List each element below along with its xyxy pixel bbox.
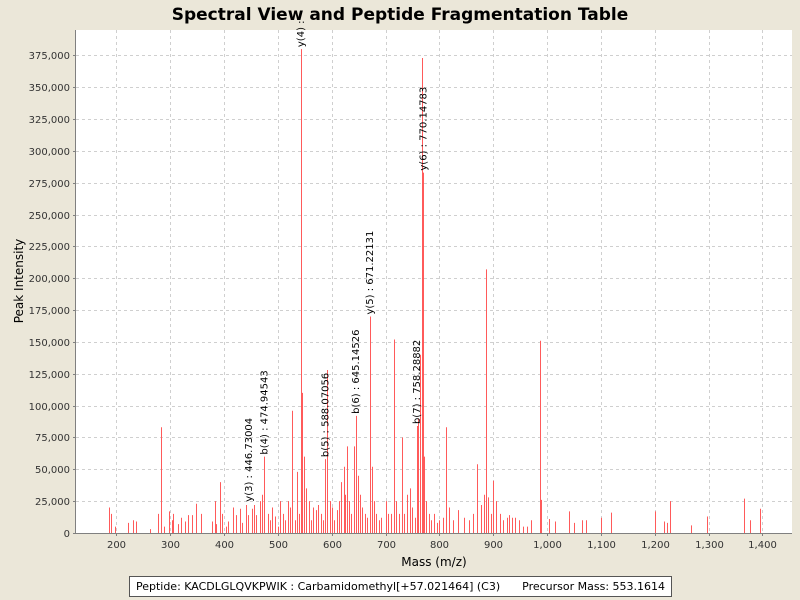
annotation-layer: y(4) : y(3) : 446.73004 b(4) : 474.94543 b(…: [244, 20, 429, 501]
axes-layer: 0 25,000 50,000 75,000 100,000 125,000 150,000…: [29, 30, 792, 551]
y-tick-label: 25,000: [35, 497, 70, 508]
y-tick-label: 275,000: [29, 179, 70, 190]
y-tick-label: 200,000: [29, 274, 70, 285]
fragment-annotation: y(3) : 446.73004: [244, 418, 255, 502]
fragment-annotation: b(6) : 645.14526: [351, 330, 362, 414]
fragment-annotation: b(5) : 588.07056: [320, 373, 331, 457]
x-tick-label: 400: [215, 540, 234, 551]
y-tick-label: 0: [64, 529, 70, 540]
x-tick-label: 500: [269, 540, 288, 551]
y-tick-label: 375,000: [29, 51, 70, 62]
grid-layer: [76, 30, 792, 533]
peptide-label: Peptide: KACDLGLQVKPWIK : Carbamidomethy…: [135, 580, 501, 593]
y-tick-label: 50,000: [35, 465, 70, 476]
y-tick-label: 175,000: [29, 306, 70, 317]
fragment-annotation: b(4) : 474.94543: [259, 370, 270, 454]
plot-area: [76, 30, 792, 533]
x-tick-label: 300: [161, 540, 180, 551]
y-tick-label: 225,000: [29, 242, 70, 253]
y-tick-label: 100,000: [29, 402, 70, 413]
precursor-mass-label: Precursor Mass: 553.1614: [522, 580, 666, 593]
x-tick-label: 200: [107, 540, 126, 551]
fragment-annotation: y(4) :: [296, 20, 307, 47]
y-tick-label: 75,000: [35, 433, 70, 444]
x-tick-label: 1,200: [641, 540, 670, 551]
x-tick-label: 900: [484, 540, 503, 551]
x-tick-label: 700: [377, 540, 396, 551]
x-axis-title: Mass (m/z): [401, 555, 466, 569]
fragment-annotation: b(7) : 758.28882: [412, 340, 423, 424]
y-tick-label: 125,000: [29, 370, 70, 381]
x-tick-label: 1,100: [587, 540, 616, 551]
y-tick-label: 325,000: [29, 115, 70, 126]
x-tick-label: 600: [323, 540, 342, 551]
peaks-layer: [109, 49, 761, 533]
fragment-annotation: y(6) : 770.14783: [418, 87, 429, 171]
y-tick-label: 350,000: [29, 83, 70, 94]
y-tick-label: 150,000: [29, 338, 70, 349]
fragment-annotation: y(5) : 671.22131: [365, 231, 376, 315]
x-tick-label: 800: [430, 540, 449, 551]
y-tick-label: 250,000: [29, 211, 70, 222]
y-axis-title: Peak Intensity: [12, 239, 26, 324]
x-tick-label: 1,300: [695, 540, 724, 551]
peptide-info-box: Peptide: KACDLGLQVKPWIK : Carbamidomethy…: [129, 576, 672, 597]
y-tick-label: 300,000: [29, 147, 70, 158]
chart-title: Spectral View and Peptide Fragmentation …: [172, 5, 629, 25]
x-tick-label: 1,400: [748, 540, 777, 551]
x-tick-label: 1,000: [533, 540, 562, 551]
